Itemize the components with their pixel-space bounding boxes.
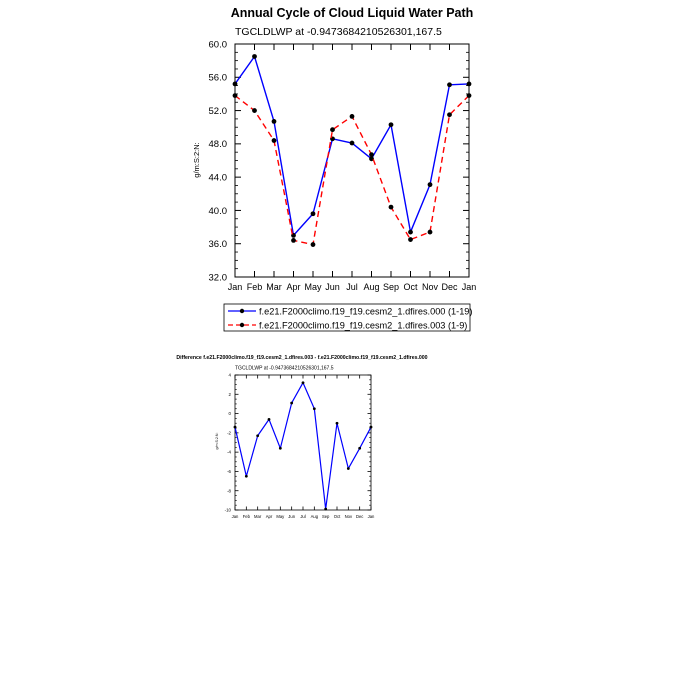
data-point [408,229,413,235]
chart1-subtitle: TGCLDLWP at -0.9473684210526301,167.5 [235,26,442,38]
series-line-0 [234,382,372,510]
data-point [369,425,373,429]
x-tick-label: Aug [311,514,319,519]
y-tick-label: 52.0 [209,106,228,117]
legend-marker-series-1 [239,322,245,328]
data-point [349,140,355,146]
data-point [271,138,277,143]
data-point [466,93,472,98]
data-point [369,156,374,162]
x-tick-label: Apr [266,514,273,519]
y-tick-label: 48.0 [209,139,228,150]
data-point [330,127,335,133]
x-tick-label: Jan [462,282,477,292]
data-point [427,182,433,188]
x-tick-label: Feb [243,514,251,519]
x-tick-label: Aug [363,282,379,292]
annual-cycle-chart: Annual Cycle of Cloud Liquid Water Path … [192,6,477,332]
x-tick-label: Nov [345,514,353,519]
data-point [271,118,277,124]
chart1-legend: f.e21.F2000climo.f19_f19.cesm2_1.dfires.… [223,303,472,332]
data-point [358,446,362,450]
y-tick-label: -4 [227,450,231,455]
data-point [408,237,413,242]
x-tick-label: Jan [368,514,375,519]
data-point [427,229,433,235]
x-tick-label: Jan [232,514,239,519]
y-tick-label: 4 [229,373,232,378]
data-point [232,81,238,87]
chart2-subtitle: TGCLDLWP at -0.9473684210526301,167.5 [235,366,334,372]
data-point [252,108,257,113]
chart1-plot-frame [234,43,470,278]
y-tick-label: 44.0 [209,172,228,183]
chart1-ylabel: g/m:S:2:N: [192,142,201,177]
y-tick-label: -10 [225,508,232,513]
y-tick-label: 60.0 [209,39,228,50]
x-tick-label: Jul [300,514,305,519]
data-point [310,242,316,247]
data-point [244,474,248,478]
x-tick-label: Jun [325,282,340,292]
chart2-ylabel: g/m:S:2:N: [215,433,219,450]
x-tick-label: Jul [346,282,358,292]
legend-box [223,303,471,332]
data-point [310,211,316,217]
data-point [233,425,237,429]
y-tick-label: -6 [227,469,231,474]
x-tick-label: Oct [403,282,418,292]
data-point [291,237,296,243]
chart1-title: Annual Cycle of Cloud Liquid Water Path [231,6,474,20]
data-point [447,82,452,88]
chart2-title: Difference f.e21.F2000climo.f19_f19.cesm… [176,355,427,361]
x-tick-label: Mar [266,282,282,292]
data-point [349,113,355,119]
data-point [252,54,257,59]
x-tick-label: Feb [247,282,263,292]
x-tick-label: May [276,514,285,519]
data-point [346,467,350,470]
y-tick-label: 2 [229,392,232,397]
legend-marker-series-0 [239,308,245,314]
data-point [335,421,339,425]
x-tick-label: Oct [334,514,341,519]
y-tick-label: -2 [227,430,231,435]
data-point [267,417,271,421]
y-tick-label: 0 [229,411,232,416]
x-tick-label: Mar [254,514,262,519]
x-tick-label: Jan [228,282,243,292]
y-tick-label: -8 [227,488,231,493]
legend-label-series-0: f.e21.F2000climo.f19_f19.cesm2_1.dfires.… [259,307,472,317]
data-point [388,204,394,210]
data-point [388,122,394,128]
data-point [256,434,260,438]
data-point [278,446,282,450]
data-point [369,152,374,158]
data-point [290,401,294,405]
data-point [301,381,305,385]
x-tick-label: Dec [356,514,363,519]
y-tick-label: 40.0 [209,206,228,217]
x-tick-label: Dec [441,282,458,292]
x-tick-label: Apr [286,282,300,292]
x-tick-label: Nov [422,282,439,292]
data-point [466,81,472,87]
data-point [312,407,316,411]
y-tick-label: 56.0 [209,73,228,84]
data-point [324,507,328,511]
y-tick-label: 32.0 [209,272,228,283]
x-tick-label: May [304,282,322,292]
data-point [447,112,452,118]
x-tick-label: Jun [288,514,295,519]
x-tick-label: Sep [322,514,330,519]
y-tick-label: 36.0 [209,239,228,250]
difference-chart: Difference f.e21.F2000climo.f19_f19.cesm… [176,355,427,519]
x-tick-label: Sep [383,282,399,292]
legend-label-series-1: f.e21.F2000climo.f19_f19.cesm2_1.dfires.… [259,321,467,331]
data-point [232,93,238,98]
